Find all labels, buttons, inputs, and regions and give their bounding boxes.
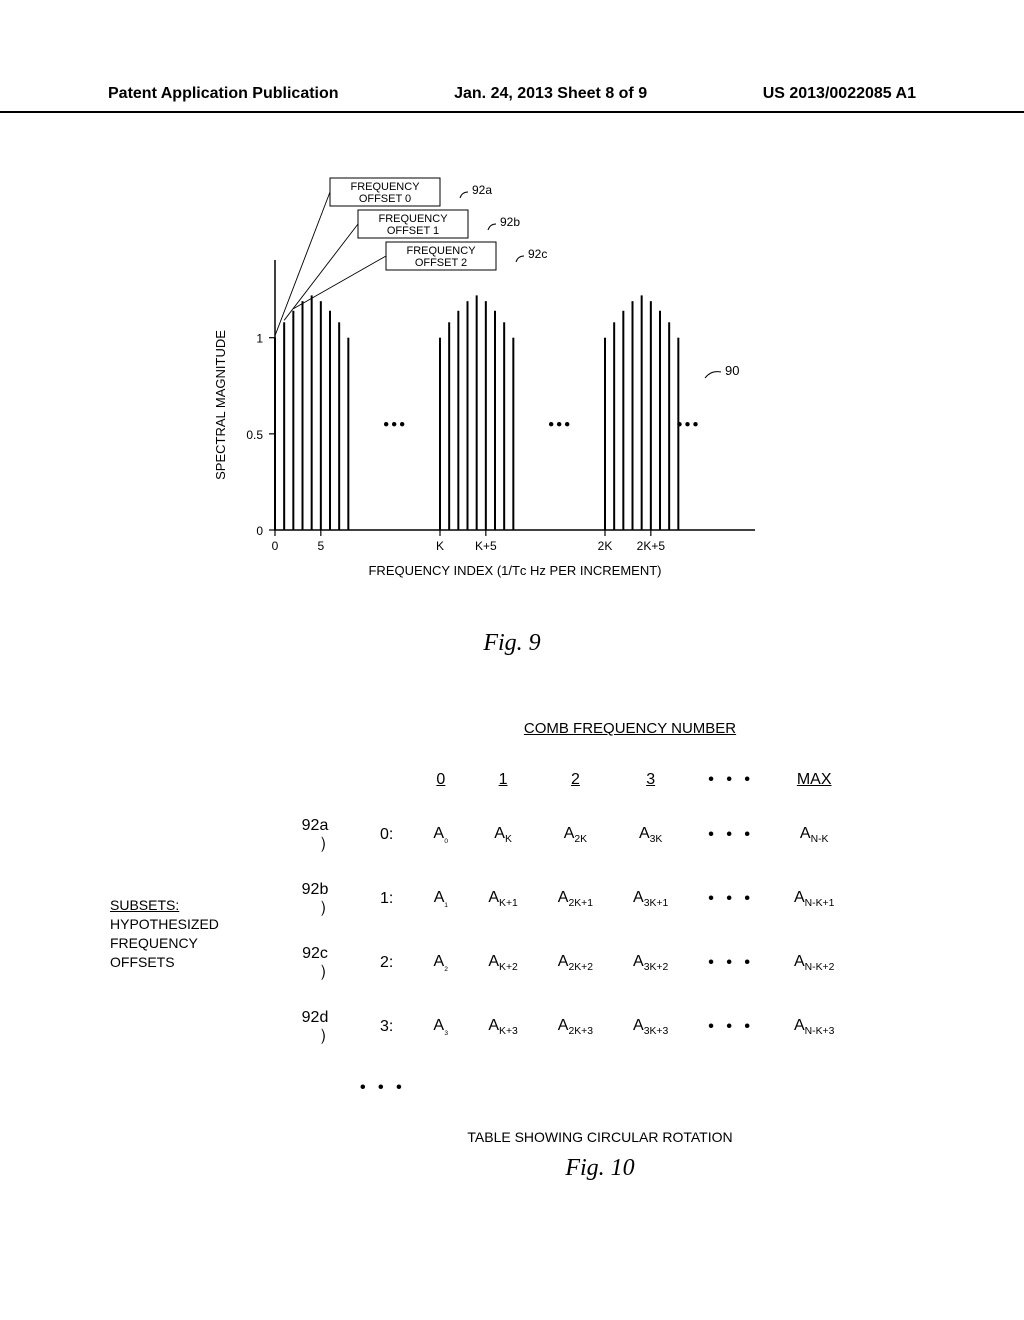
table-ellipsis-cell: • • •: [270, 1059, 854, 1111]
svg-text:SPECTRAL MAGNITUDE: SPECTRAL MAGNITUDE: [213, 330, 228, 480]
table-header-cell: 3: [613, 757, 688, 803]
svg-text:92b: 92b: [500, 215, 520, 229]
pub-label: Patent Application Publication: [108, 85, 339, 103]
row-index: 3:: [360, 995, 413, 1059]
table-cell: AK+3: [468, 995, 537, 1059]
svg-text:1: 1: [256, 332, 263, 346]
svg-text:92c: 92c: [528, 247, 547, 261]
table-row: 92d⏜3:A₃AK+3A2K+3A3K+3• • •AN-K+3: [270, 995, 854, 1059]
table-cell: • • •: [688, 803, 774, 867]
side-line-2: FREQUENCY: [110, 935, 198, 951]
fig10-table-caption: TABLE SHOWING CIRCULAR ROTATION: [280, 1129, 920, 1145]
table-cell: A₃: [413, 995, 468, 1059]
svg-text:0.5: 0.5: [246, 428, 263, 442]
table-cell: A₀: [413, 803, 468, 867]
fig10-table-wrap: SUBSETS: HYPOTHESIZED FREQUENCY OFFSETS …: [110, 757, 920, 1111]
page-header: Patent Application Publication Jan. 24, …: [0, 85, 1024, 113]
table-header-cell: 1: [468, 757, 537, 803]
table-cell: A2K+1: [538, 867, 613, 931]
table-row: 92c⏜2:A₂AK+2A2K+2A3K+2• • •AN-K+2: [270, 931, 854, 995]
table-cell: • • •: [688, 931, 774, 995]
table-cell: A2K+3: [538, 995, 613, 1059]
table-cell: AK+2: [468, 931, 537, 995]
svg-text:2K+5: 2K+5: [637, 539, 666, 553]
svg-text:FREQUENCY: FREQUENCY: [350, 181, 420, 193]
fig9-chart: 0 0.5 1 SPECTRAL MAGNITUDE 0 5 K K+5 2K 2K+5 FREQU…: [180, 170, 820, 590]
row-ref: 92d⏜: [270, 995, 360, 1059]
svg-text:90: 90: [725, 363, 739, 378]
table-header-cell: 0: [413, 757, 468, 803]
table-header-cell: 2: [538, 757, 613, 803]
svg-text:OFFSET 0: OFFSET 0: [359, 193, 411, 205]
fig9-caption: Fig. 9: [0, 630, 1024, 657]
table-cell: A2K: [538, 803, 613, 867]
table-cell: AN-K: [774, 803, 854, 867]
pub-number: US 2013/0022085 A1: [763, 85, 916, 103]
table-cell: A3K+3: [613, 995, 688, 1059]
table-cell: AK: [468, 803, 537, 867]
row-index: 2:: [360, 931, 413, 995]
fig10-table: 0123• • •MAX 92a⏜0:A₀AKA2KA3K• • •AN-K92…: [270, 757, 854, 1111]
side-line-0: SUBSETS:: [110, 897, 179, 913]
table-cell: AN-K+2: [774, 931, 854, 995]
svg-text:2K: 2K: [598, 539, 613, 553]
table-header-cell: • • •: [688, 757, 774, 803]
fig10-side-label: SUBSETS: HYPOTHESIZED FREQUENCY OFFSETS: [110, 896, 270, 972]
svg-text:0: 0: [272, 539, 279, 553]
table-row: 92b⏜1:A₁AK+1A2K+1A3K+1• • •AN-K+1: [270, 867, 854, 931]
row-ref: 92c⏜: [270, 931, 360, 995]
table-ellipsis-row: • • •: [270, 1059, 854, 1111]
table-cell: • • •: [688, 995, 774, 1059]
table-cell: A3K: [613, 803, 688, 867]
table-header-cell: MAX: [774, 757, 854, 803]
table-header-row: 0123• • •MAX: [270, 757, 854, 803]
table-cell: A₂: [413, 931, 468, 995]
side-line-1: HYPOTHESIZED: [110, 916, 219, 932]
figure-10: COMB FREQUENCY NUMBER SUBSETS: HYPOTHESI…: [110, 720, 920, 1182]
svg-text:5: 5: [317, 539, 324, 553]
svg-text:FREQUENCY: FREQUENCY: [378, 213, 448, 225]
table-cell: A₁: [413, 867, 468, 931]
table-cell: AN-K+1: [774, 867, 854, 931]
svg-text:K+5: K+5: [475, 539, 497, 553]
table-cell: A2K+2: [538, 931, 613, 995]
row-index: 1:: [360, 867, 413, 931]
svg-text:FREQUENCY: FREQUENCY: [406, 245, 476, 257]
table-row: 92a⏜0:A₀AKA2KA3K• • •AN-K: [270, 803, 854, 867]
table-cell: AN-K+3: [774, 995, 854, 1059]
table-header-cell: [360, 757, 413, 803]
fig10-caption: Fig. 10: [280, 1155, 920, 1182]
side-line-3: OFFSETS: [110, 954, 175, 970]
fig10-title: COMB FREQUENCY NUMBER: [340, 720, 920, 737]
table-cell: A3K+2: [613, 931, 688, 995]
svg-text:K: K: [436, 539, 444, 553]
row-ref: 92b⏜: [270, 867, 360, 931]
svg-text:0: 0: [256, 524, 263, 538]
table-cell: AK+1: [468, 867, 537, 931]
table-cell: A3K+1: [613, 867, 688, 931]
table-body: 92a⏜0:A₀AKA2KA3K• • •AN-K92b⏜1:A₁AK+1A2K…: [270, 803, 854, 1111]
svg-text:OFFSET 2: OFFSET 2: [415, 257, 467, 269]
row-index: 0:: [360, 803, 413, 867]
table-cell: • • •: [688, 867, 774, 931]
svg-text:FREQUENCY INDEX (1/Tᴄ Hz PER I: FREQUENCY INDEX (1/Tᴄ Hz PER INCREMENT): [368, 563, 661, 578]
date-sheet: Jan. 24, 2013 Sheet 8 of 9: [454, 85, 647, 103]
row-ref: 92a⏜: [270, 803, 360, 867]
table-header-cell: [270, 757, 360, 803]
svg-text:92a: 92a: [472, 183, 492, 197]
figure-9: 0 0.5 1 SPECTRAL MAGNITUDE 0 5 K K+5 2K 2K+5 FREQU…: [180, 170, 820, 610]
svg-text:OFFSET 1: OFFSET 1: [387, 225, 439, 237]
